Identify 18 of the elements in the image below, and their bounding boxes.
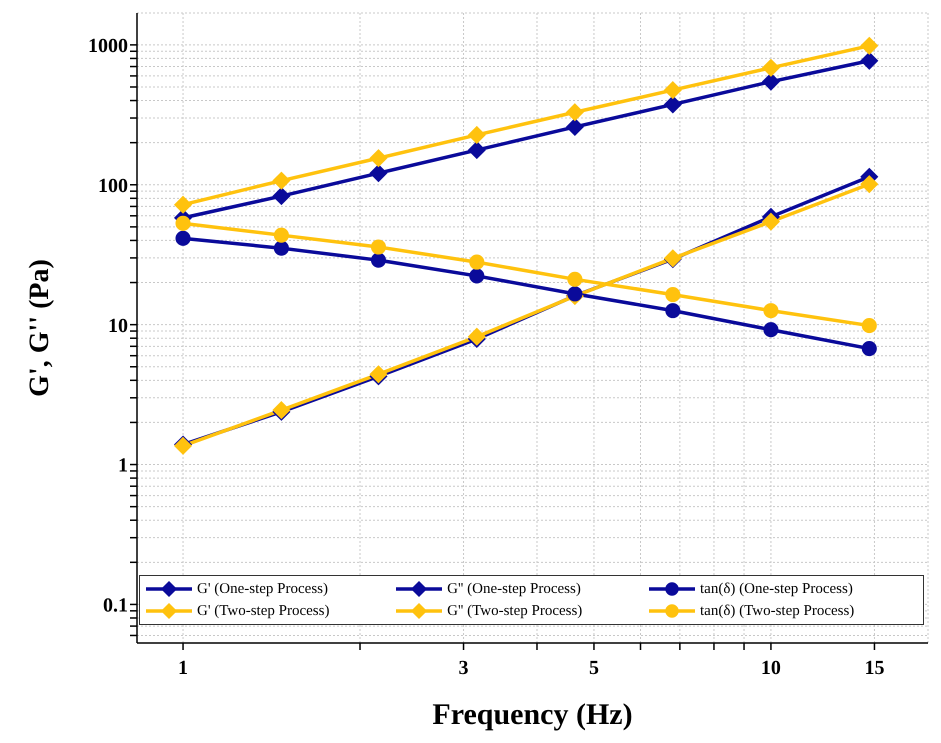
- x-tick-label: 10: [760, 657, 781, 679]
- y-tick-label: 0.1: [103, 594, 128, 617]
- x-tick-label: 3: [458, 657, 469, 679]
- y-tick-label: 1000: [88, 34, 128, 57]
- x-tick-label: 1: [178, 657, 188, 679]
- y-axis-title: G', G'' (Pa): [24, 259, 55, 397]
- y-tick-label: 100: [98, 174, 128, 197]
- legend-label: G' (One-step Process): [197, 580, 328, 598]
- legend-label: tan(δ) (One-step Process): [700, 580, 853, 598]
- y-tick-label: 10: [108, 314, 128, 337]
- x-tick-label: 5: [588, 657, 599, 679]
- legend-label: tan(δ) (Two-step Process): [700, 602, 854, 620]
- x-tick-label: 15: [864, 657, 884, 679]
- legend-label: G'' (One-step Process): [447, 580, 581, 598]
- legend-label: G' (Two-step Process): [197, 602, 330, 620]
- y-tick-label: 1: [118, 454, 128, 477]
- x-axis-title: Frequency (Hz): [432, 698, 633, 731]
- legend-label: G'' (Two-step Process): [447, 602, 582, 620]
